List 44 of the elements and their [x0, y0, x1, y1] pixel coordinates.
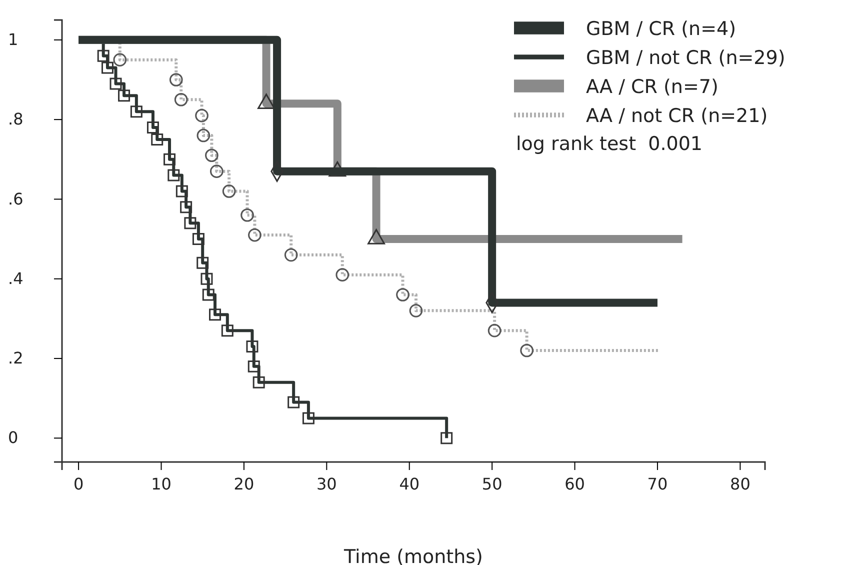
- legend-label: GBM / CR (n=4): [586, 18, 736, 40]
- point: [118, 90, 130, 102]
- x-tick-label: 80: [730, 474, 750, 494]
- point: [440, 432, 453, 444]
- point: [130, 106, 142, 118]
- x-tick-label: 0: [73, 474, 84, 494]
- legend-label: AA / not CR (n=21): [586, 105, 768, 127]
- x-tick-label: 70: [647, 474, 668, 494]
- x-tick-label: 40: [399, 474, 420, 494]
- x-tick-label: 10: [151, 474, 172, 494]
- point: [110, 78, 122, 90]
- point: [146, 122, 159, 134]
- point: [248, 360, 260, 372]
- y-tick-label: .2: [8, 348, 24, 368]
- point: [221, 324, 234, 337]
- y-tick-label: .6: [8, 189, 24, 208]
- point: [252, 376, 265, 388]
- x-tick-label: 60: [564, 474, 585, 494]
- point: [200, 272, 213, 285]
- point: [97, 50, 110, 62]
- y-tick-label: 0: [8, 428, 18, 448]
- point: [151, 133, 164, 146]
- x-tick-label: 20: [234, 474, 254, 494]
- point: [168, 169, 180, 182]
- legend-label: GBM / not CR (n=29): [586, 47, 786, 69]
- point: [288, 396, 300, 408]
- legend-label: AA / CR (n=7): [586, 76, 718, 98]
- point: [184, 217, 196, 230]
- y-tick-label: .4: [8, 268, 24, 288]
- y-tick-label: .8: [8, 110, 24, 129]
- point: [246, 340, 258, 353]
- point: [302, 412, 314, 424]
- point: [196, 256, 209, 269]
- point: [192, 233, 204, 246]
- point: [176, 185, 188, 198]
- x-tick-label: 30: [316, 474, 337, 494]
- point: [180, 201, 192, 214]
- point: [202, 288, 214, 301]
- point: [164, 153, 176, 166]
- x-tick-label: 50: [482, 474, 502, 494]
- point: [209, 308, 221, 321]
- annotation: log rank test 0.001: [516, 133, 703, 155]
- point: [101, 62, 114, 74]
- y-tick-label: 1: [8, 30, 18, 50]
